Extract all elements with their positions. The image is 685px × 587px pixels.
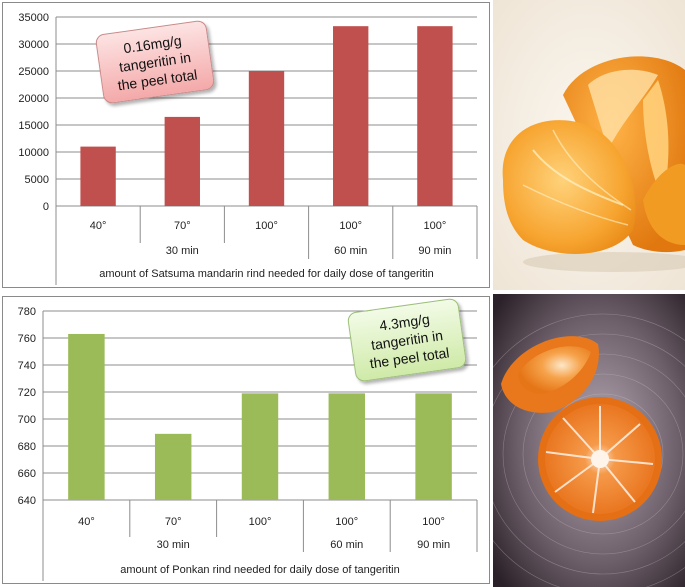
satsuma-chart-panel: 0 5000 10000 15000 20000 25000 30000 35000 40° 70… (2, 2, 490, 288)
group-label: 60 min (330, 539, 363, 551)
y-tick-label: 15000 (18, 120, 49, 132)
y-tick-label: 680 (18, 441, 36, 453)
group-label: 90 min (418, 245, 451, 257)
x-axis-title: amount of Satsuma mandarin rind needed f… (99, 268, 433, 280)
y-tick-label: 35000 (18, 12, 49, 24)
group-label: 60 min (334, 245, 367, 257)
bar (333, 26, 369, 207)
y-tick-label: 700 (18, 414, 36, 426)
group-label: 30 min (166, 245, 199, 257)
x-tick-label: 70° (165, 516, 182, 528)
x-axis-title: amount of Ponkan rind needed for daily d… (120, 564, 399, 576)
ponkan-chart-panel: 640 660 680 700 720 740 760 780 40° 70° 100° 100° 10… (2, 296, 490, 584)
x-tick-label: 100° (249, 516, 272, 528)
x-tick-label: 70° (174, 220, 191, 232)
y-tick-label: 5000 (25, 174, 49, 186)
peeled-mandarin-photo (493, 0, 685, 290)
x-tick-label: 40° (78, 516, 95, 528)
y-tick-label: 20000 (18, 93, 49, 105)
x-tick-label: 40° (90, 220, 107, 232)
bar (248, 71, 285, 206)
y-tick-label: 30000 (18, 39, 49, 51)
bar (80, 146, 116, 206)
bar (415, 393, 452, 500)
x-tick-label: 100° (335, 516, 358, 528)
x-tick-label: 100° (339, 220, 362, 232)
y-tick-label: 660 (18, 468, 36, 480)
bar (417, 26, 453, 207)
y-tick-label: 720 (18, 387, 36, 399)
x-tick-label: 100° (424, 220, 447, 232)
bar (164, 116, 200, 206)
y-tick-label: 760 (18, 333, 36, 345)
ponkan-chart: 640 660 680 700 720 740 760 780 40° 70° 100° 100° 10… (18, 306, 478, 581)
halved-ponkan-photo (493, 294, 685, 587)
x-tick-label: 100° (255, 220, 278, 232)
y-tick-label: 780 (18, 306, 36, 318)
y-tick-label: 25000 (18, 66, 49, 78)
y-tick-label: 0 (43, 201, 49, 213)
bar (241, 393, 279, 500)
bar (154, 433, 192, 500)
group-label: 30 min (157, 539, 190, 551)
group-label: 90 min (417, 539, 450, 551)
bar (328, 393, 366, 500)
x-tick-label: 100° (422, 516, 445, 528)
y-tick-label: 740 (18, 360, 36, 372)
bar (68, 333, 105, 500)
y-tick-label: 640 (18, 495, 36, 507)
y-tick-label: 10000 (18, 147, 49, 159)
satsuma-chart: 0 5000 10000 15000 20000 25000 30000 35000 40° 70… (18, 12, 478, 285)
